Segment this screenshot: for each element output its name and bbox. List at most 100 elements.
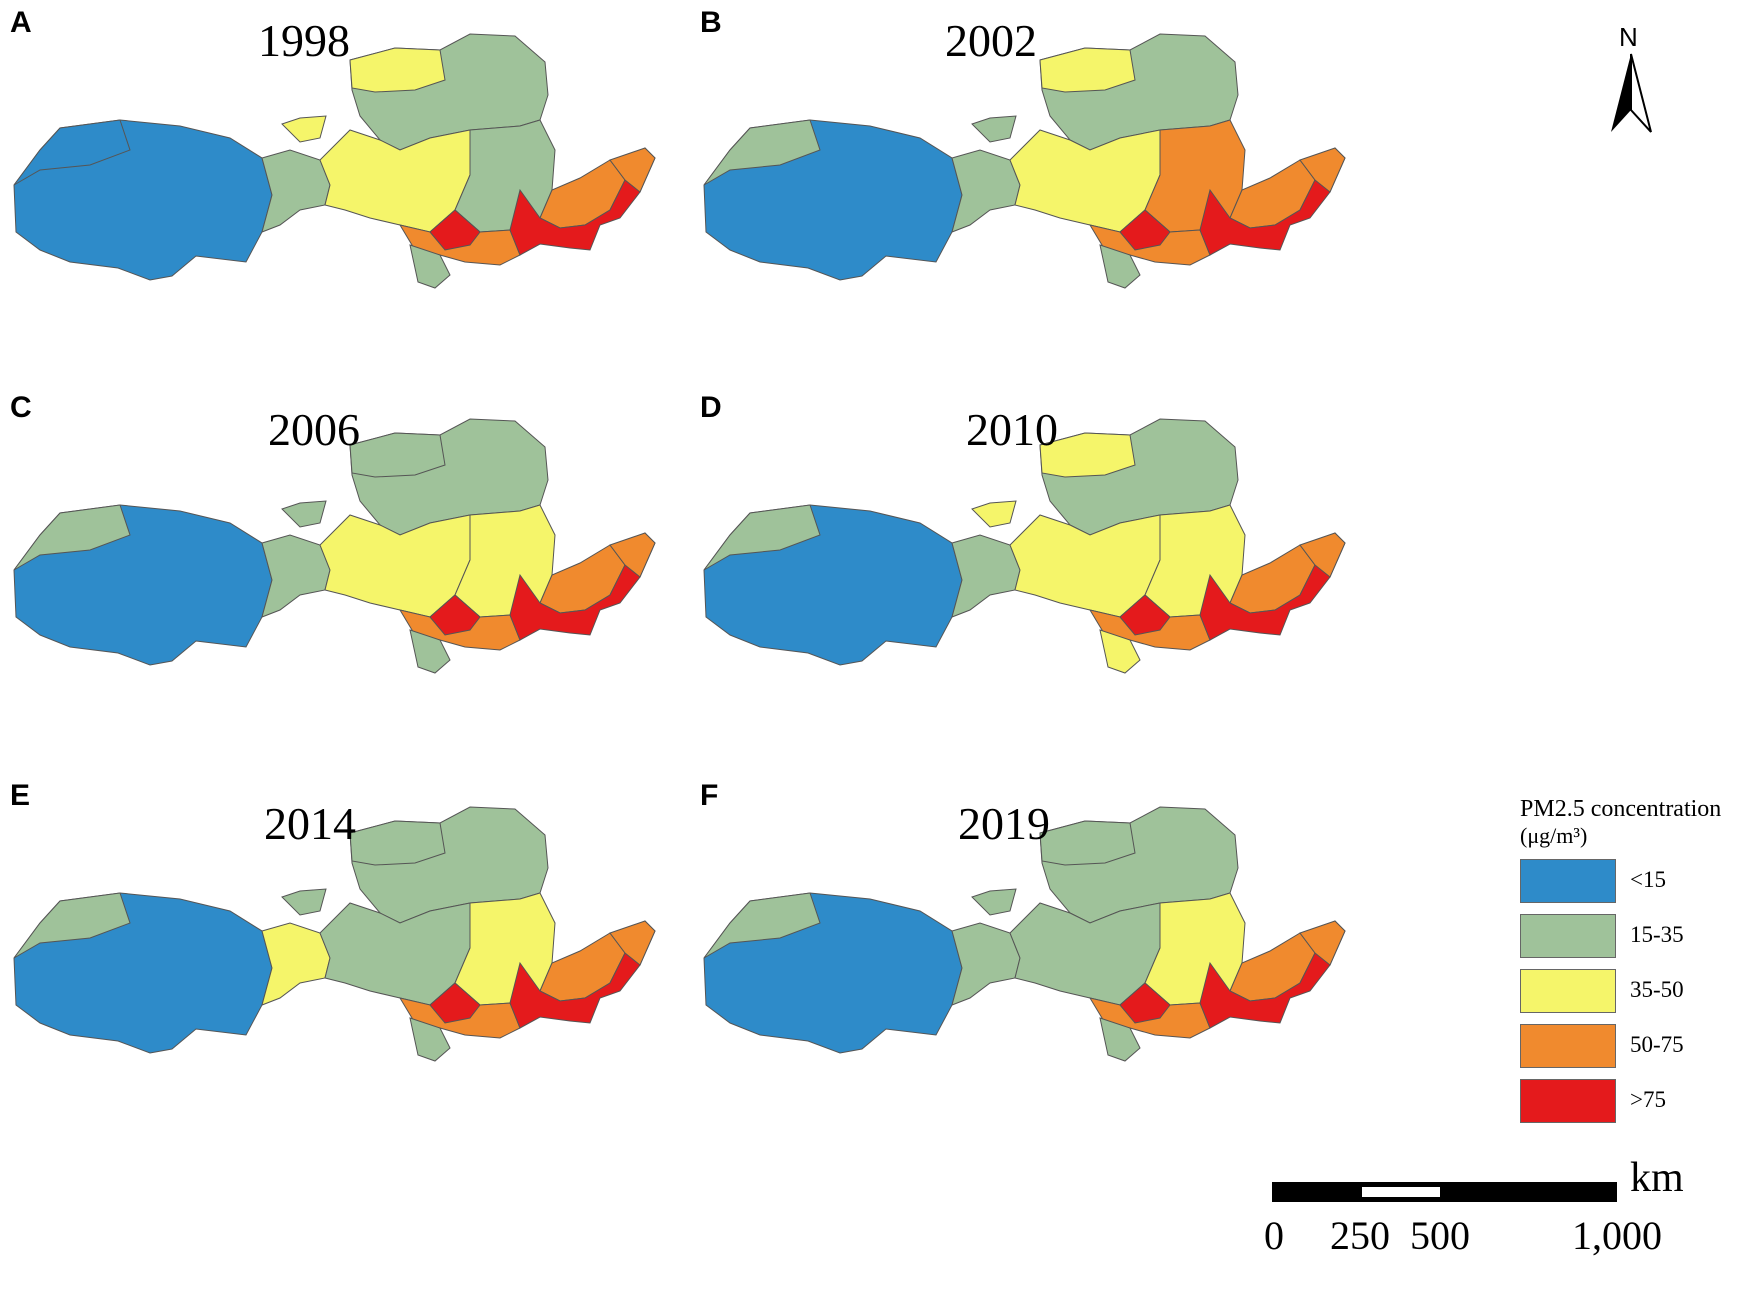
region-eastTip (1299, 147, 1346, 193)
scale-bar: km 0 250 500 1,000 (1264, 1155, 1740, 1290)
region-northPatch (1039, 47, 1136, 93)
region-eastTip (609, 532, 656, 578)
legend-title: PM2.5 concentration (1520, 796, 1722, 822)
region-connector (261, 534, 331, 618)
legend-item: >75 (1520, 1075, 1750, 1130)
choropleth-map (13, 33, 656, 289)
region-eastTip (1299, 920, 1346, 966)
region-redStrip (1119, 209, 1171, 251)
region-southTail (409, 1017, 451, 1062)
region-westTip (13, 119, 131, 186)
region-connector (951, 149, 1021, 233)
legend: PM2.5 concentration (μg/m³) <15 15-35 35-5… (1520, 795, 1750, 1130)
panel-year: 2006 (268, 404, 360, 455)
region-connector (261, 922, 331, 1006)
panel-letter: D (700, 391, 722, 424)
choropleth-map (703, 806, 1346, 1062)
panel-letter: B (700, 6, 722, 39)
region-northPatch (349, 820, 446, 866)
region-smallIsland (281, 888, 327, 916)
region-centralE (454, 504, 556, 618)
choropleth-map (13, 418, 656, 674)
map-panel-b: B 2002 (690, 0, 1470, 420)
legend-label: <15 (1630, 867, 1666, 892)
choropleth-map (13, 806, 656, 1062)
panel-letter: C (10, 391, 32, 424)
panel-letter: F (700, 779, 719, 812)
panel-year: 2019 (958, 798, 1050, 849)
region-westTip (703, 504, 821, 571)
region-redStrip (429, 209, 481, 251)
map-panel-f: F 2019 (690, 773, 1470, 1193)
legend-label: 15-35 (1630, 922, 1684, 947)
region-northPatch (349, 47, 446, 93)
legend-label: 35-50 (1630, 977, 1684, 1002)
map-panel-d: D 2010 (690, 385, 1470, 805)
region-westTip (703, 119, 821, 186)
legend-swatch (1520, 914, 1616, 958)
region-eastTip (609, 147, 656, 193)
region-connector (261, 149, 331, 233)
region-westTip (703, 892, 821, 959)
region-centralE (454, 119, 556, 233)
legend-unit: (μg/m³) (1520, 823, 1588, 848)
region-smallIsland (971, 888, 1017, 916)
panel-year: 2010 (966, 404, 1058, 455)
scale-tick-0: 0 (1264, 1213, 1284, 1258)
region-redStrip (1119, 594, 1171, 636)
region-southTail (1099, 244, 1141, 289)
legend-label: 50-75 (1630, 1032, 1684, 1057)
region-connector (951, 922, 1021, 1006)
region-westTip (13, 892, 131, 959)
map-panel-e: E 2014 (0, 773, 780, 1193)
region-centralE (1144, 504, 1246, 618)
panel-letter: A (10, 6, 32, 39)
region-southTail (409, 629, 451, 674)
legend-swatch (1520, 1079, 1616, 1123)
region-redStrip (429, 594, 481, 636)
map-panel-a: A 1998 (0, 0, 780, 420)
scale-bar-graphic (1272, 1182, 1617, 1202)
region-smallIsland (971, 500, 1017, 528)
legend-item: 50-75 (1520, 1020, 1750, 1075)
region-westTip (13, 504, 131, 571)
region-smallIsland (281, 115, 327, 143)
region-smallIsland (281, 500, 327, 528)
legend-label: >75 (1630, 1087, 1666, 1112)
scale-tick-250: 250 (1330, 1213, 1390, 1258)
region-northPatch (349, 432, 446, 478)
north-arrow-icon (1611, 53, 1652, 133)
scale-tick-500: 500 (1410, 1213, 1470, 1258)
map-panel-c: C 2006 (0, 385, 780, 805)
region-southTail (409, 244, 451, 289)
region-eastTip (1299, 532, 1346, 578)
region-redStrip (1119, 982, 1171, 1024)
scale-tick-1000: 1,000 (1572, 1213, 1662, 1258)
panel-year: 2014 (264, 798, 356, 849)
region-smallIsland (971, 115, 1017, 143)
panel-letter: E (10, 779, 31, 812)
region-redStrip (429, 982, 481, 1024)
region-southTail (1099, 1017, 1141, 1062)
legend-swatch (1520, 859, 1616, 903)
choropleth-map (703, 33, 1346, 289)
region-centralE (1144, 119, 1246, 233)
north-arrow: N (1603, 22, 1659, 142)
north-label: N (1619, 22, 1638, 52)
scale-unit: km (1630, 1155, 1684, 1201)
legend-item: 15-35 (1520, 910, 1750, 965)
region-southTail (1099, 629, 1141, 674)
panel-year: 2002 (945, 15, 1037, 66)
legend-item: 35-50 (1520, 965, 1750, 1020)
region-centralE (1144, 892, 1246, 1006)
region-northPatch (1039, 432, 1136, 478)
region-centralE (454, 892, 556, 1006)
region-eastTip (609, 920, 656, 966)
legend-swatch (1520, 1024, 1616, 1068)
region-connector (951, 534, 1021, 618)
panel-year: 1998 (258, 15, 350, 66)
region-northPatch (1039, 820, 1136, 866)
legend-swatch (1520, 969, 1616, 1013)
legend-item: <15 (1520, 855, 1750, 910)
choropleth-map (703, 418, 1346, 674)
